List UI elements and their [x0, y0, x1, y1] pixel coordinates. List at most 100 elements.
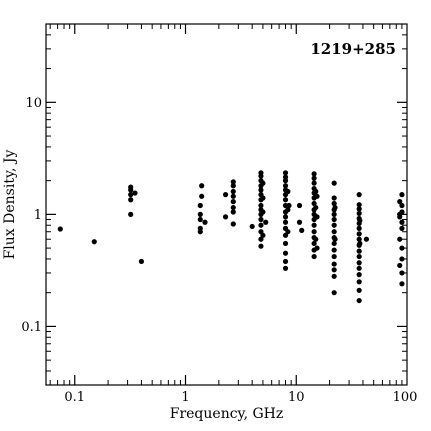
data-point [285, 207, 291, 213]
data-point [356, 236, 362, 242]
data-point [357, 240, 363, 247]
data-point [356, 279, 362, 285]
data-point [230, 179, 236, 185]
data-point [331, 211, 337, 217]
data-point [314, 245, 320, 251]
data-point [230, 209, 236, 215]
y-axis-title: Flux Density, Jy [2, 149, 18, 259]
data-point [311, 222, 317, 228]
data-point [282, 197, 289, 203]
x-tick-label: 0.1 [64, 390, 85, 405]
x-tick-label: 10 [288, 390, 305, 405]
data-point [285, 229, 291, 235]
data-point [258, 216, 264, 223]
data-point [299, 227, 305, 233]
data-point [331, 247, 337, 253]
data-point [57, 226, 63, 232]
data-point [313, 204, 319, 211]
data-point [399, 281, 405, 287]
data-point [399, 225, 405, 231]
data-point [260, 232, 266, 238]
data-point [314, 214, 320, 220]
data-point [313, 236, 319, 242]
data-point [258, 202, 264, 209]
data-point [331, 240, 337, 247]
data-point [311, 200, 317, 207]
data-point [197, 216, 203, 223]
data-point [199, 193, 205, 199]
data-point [313, 188, 319, 195]
data-point [357, 217, 363, 224]
data-point [331, 261, 337, 267]
data-point [258, 236, 264, 242]
data-point [356, 210, 362, 216]
data-point [399, 245, 405, 251]
data-point [399, 192, 405, 198]
data-point [197, 211, 203, 217]
data-point [260, 180, 266, 186]
data-point [399, 202, 405, 209]
data-point [258, 243, 264, 249]
data-point [356, 297, 362, 304]
data-point [230, 199, 236, 205]
data-point [230, 188, 236, 195]
data-point [397, 262, 403, 269]
data-point [356, 253, 362, 260]
data-point [282, 240, 289, 247]
x-axis-title: Frequency, GHz [170, 406, 284, 422]
plot-frame [45, 23, 408, 386]
data-point [230, 221, 236, 227]
data-point [356, 260, 362, 266]
data-point [356, 248, 362, 254]
tick-labels: 0.1 1 10 100 0.1 1 10 [21, 96, 417, 405]
data-point [314, 193, 320, 199]
y-tick-label: 0.1 [21, 320, 42, 335]
data-point [132, 190, 138, 196]
data-point [258, 222, 264, 228]
data-point [331, 229, 337, 235]
data-point [128, 184, 134, 190]
data-point [311, 229, 317, 235]
data-point [282, 219, 289, 225]
data-point [260, 209, 266, 215]
data-point [128, 211, 134, 217]
data-point [128, 192, 134, 198]
x-tick-label: 100 [393, 390, 418, 405]
data-point [311, 253, 317, 260]
data-point [331, 200, 337, 207]
data-point [282, 183, 289, 189]
data-point [91, 239, 97, 245]
data-point [356, 192, 362, 198]
data-point [399, 256, 405, 262]
data-point [331, 195, 337, 201]
data-point [282, 170, 289, 176]
data-point [197, 202, 203, 209]
data-point [263, 219, 269, 225]
data-point [311, 175, 317, 181]
data-point [399, 209, 405, 215]
data-point [282, 258, 289, 265]
data-point [363, 236, 370, 242]
data-point [282, 174, 289, 180]
data-point [331, 253, 337, 260]
data-point [397, 199, 403, 205]
data-point [356, 202, 362, 208]
data-point [356, 287, 362, 293]
data-point [331, 273, 337, 279]
data-point [282, 214, 289, 220]
data-point [331, 222, 337, 228]
data-points [57, 170, 405, 304]
data-point [331, 290, 337, 296]
data-point [331, 267, 337, 273]
y-tick-label: 1 [34, 208, 42, 223]
data-point [311, 171, 317, 177]
minor-ticks [46, 24, 407, 385]
data-point [296, 202, 303, 209]
data-point [311, 180, 317, 186]
data-point [286, 202, 292, 209]
data-point [230, 183, 236, 189]
data-point [399, 270, 405, 276]
data-point [356, 265, 362, 271]
data-point [296, 219, 303, 225]
